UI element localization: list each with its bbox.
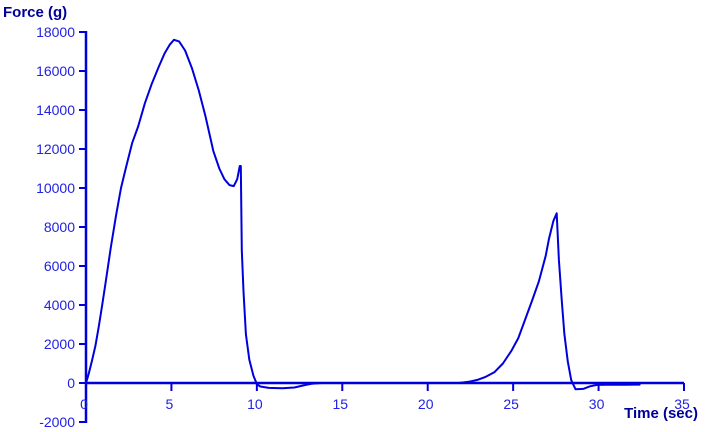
y-tick-label: 14000 [36,102,75,118]
x-tick-label: 25 [503,396,519,412]
y-tick-label: 0 [67,375,75,391]
y-tick-label: 4000 [44,297,75,313]
x-tick-label: 5 [166,396,174,412]
x-tick-label: 15 [332,396,348,412]
ticks [79,31,685,423]
x-axis-title: Time (sec) [624,405,698,422]
y-tick-label: 16000 [36,63,75,79]
y-tick-label: 8000 [44,219,75,235]
y-tick-label: 2000 [44,336,75,352]
y-axis-title: Force (g) [3,4,67,21]
force-curve [85,38,641,391]
y-tick-label: 6000 [44,258,75,274]
axes [84,31,684,423]
y-tick-label: -2000 [39,414,75,430]
x-tick-label: 20 [418,396,434,412]
tick-labels: 1800016000140001200010000800060004000200… [36,24,690,430]
x-tick-label: 0 [80,396,88,412]
x-tick-label: 30 [589,396,605,412]
y-tick-label: 18000 [36,24,75,40]
y-tick-label: 10000 [36,180,75,196]
y-tick-label: 12000 [36,141,75,157]
x-tick-label: 35 [674,396,690,412]
x-tick-label: 10 [247,396,263,412]
